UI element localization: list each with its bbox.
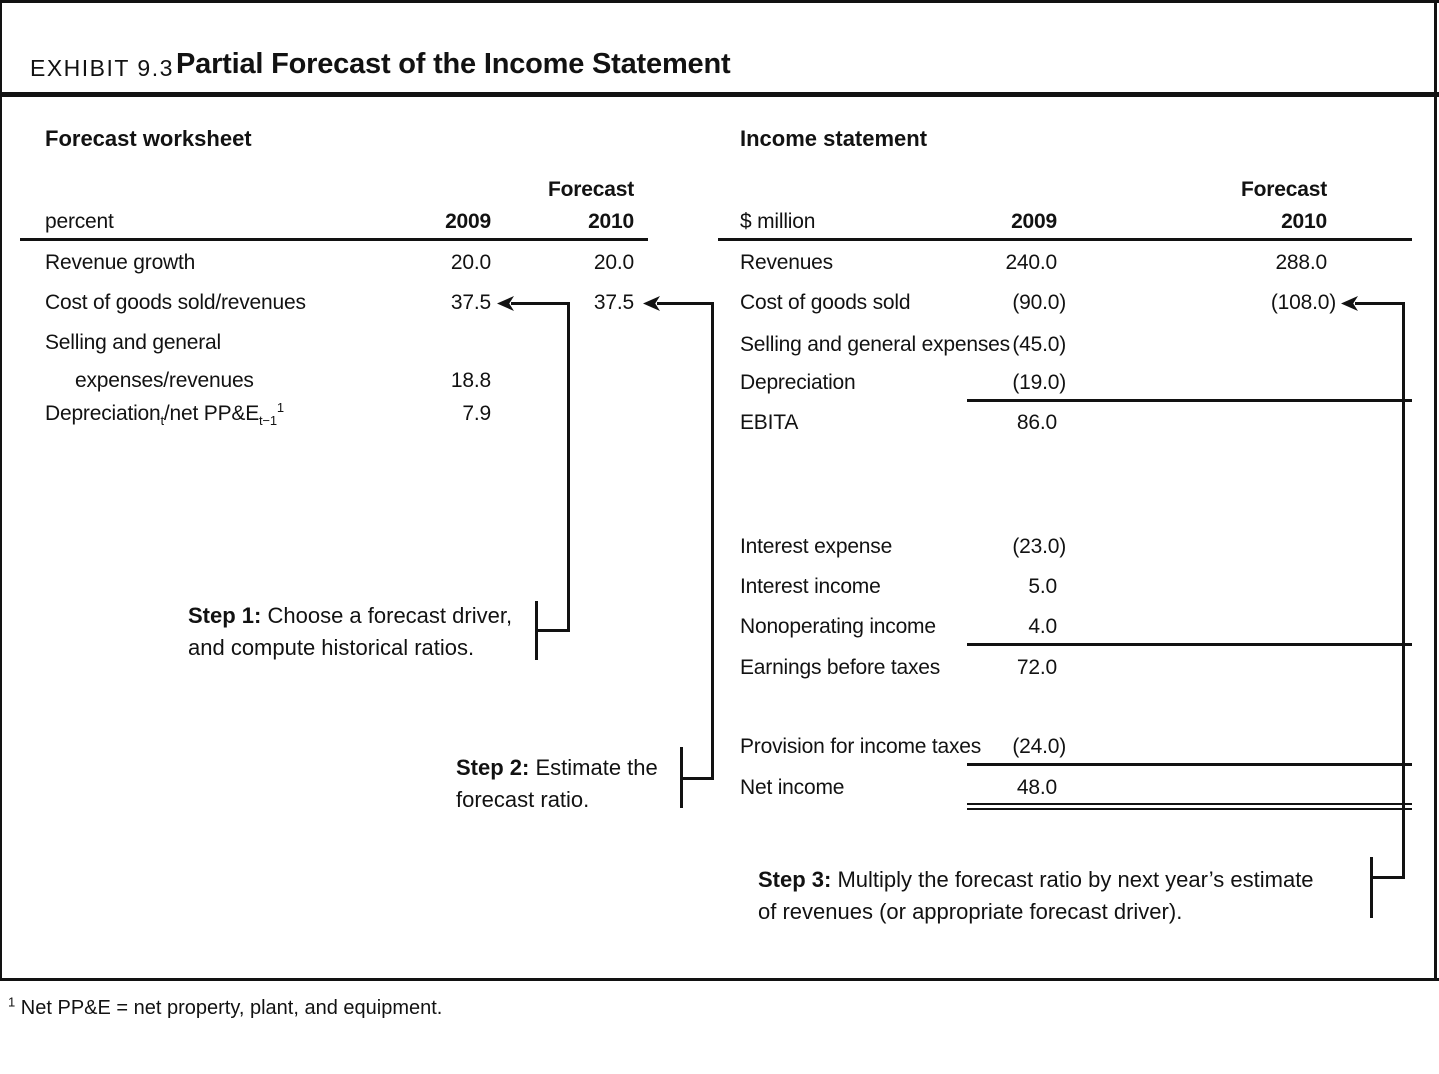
- ebita-subtotal-rule: [967, 399, 1412, 402]
- step1-connector-tick: [537, 629, 569, 632]
- income-cell-2009: (23.0): [1012, 535, 1066, 558]
- income-cell-2009: (90.0): [1012, 291, 1066, 314]
- worksheet-cell-2009: 7.9: [462, 402, 491, 425]
- step3-arrow-tail-line: [1355, 302, 1405, 305]
- step1-annotation: Step 1: Choose a forecast driver, and co…: [188, 600, 512, 664]
- income-cell-2009: 72.0: [1016, 656, 1057, 679]
- income-cell-2009: 4.0: [1028, 615, 1057, 638]
- net-income-double-rule-bottom: [967, 808, 1412, 810]
- income-row-label: Provision for income taxes: [740, 735, 982, 758]
- worksheet-col-forecast: Forecast: [548, 178, 634, 201]
- income-cell-2009: 240.0: [1005, 251, 1057, 274]
- income-col-forecast: Forecast: [1241, 178, 1327, 201]
- net-income-double-rule-top: [967, 803, 1412, 805]
- exhibit-number-label: EXHIBIT 9.3: [30, 55, 174, 81]
- income-row-label: Nonoperating income: [740, 615, 936, 638]
- worksheet-heading: Forecast worksheet: [45, 126, 252, 151]
- income-row-label: EBITA: [740, 411, 799, 434]
- step2-annotation: Step 2: Estimate the forecast ratio.: [456, 752, 658, 816]
- worksheet-cell-2010: 20.0: [593, 251, 634, 274]
- worksheet-row-label: Selling and general: [45, 331, 222, 354]
- income-row-label: Net income: [740, 776, 845, 799]
- worksheet-col-2009: 2009: [445, 210, 491, 233]
- step3-annotation: Step 3: Multiply the forecast ratio by n…: [758, 864, 1314, 928]
- step3-connector-tick: [1372, 876, 1404, 879]
- step3-connector-vertical: [1402, 302, 1405, 879]
- income-row-label: Interest income: [740, 575, 881, 598]
- step1-connector-vertical: [567, 302, 570, 632]
- top-border-line: [0, 0, 1439, 3]
- worksheet-cell-2009: 37.5: [450, 291, 491, 314]
- step1-line1: Step 1: Choose a forecast driver,: [188, 603, 513, 628]
- worksheet-row-label: Cost of goods sold/revenues: [45, 291, 306, 314]
- step2-line1: Step 2: Estimate the: [456, 755, 658, 780]
- income-row-label: Interest expense: [740, 535, 893, 558]
- step3-line2: of revenues (or appropriate forecast dri…: [758, 899, 1183, 924]
- bottom-rule: [0, 978, 1439, 981]
- step2-connector-tick: [682, 777, 713, 780]
- worksheet-row-label: expenses/revenues: [75, 369, 254, 392]
- step1-line2: and compute historical ratios.: [188, 635, 475, 660]
- income-row-label: Selling and general expenses: [740, 333, 1010, 356]
- step1-arrow-tail-line: [511, 302, 570, 305]
- title-rule: [0, 92, 1439, 97]
- income-col-unit: $ million: [740, 210, 816, 233]
- income-row-label: Revenues: [740, 251, 833, 274]
- step3-line1: Step 3: Multiply the forecast ratio by n…: [758, 867, 1314, 892]
- worksheet-col-2010: 2010: [588, 210, 634, 233]
- step3-bracket-bar: [1370, 857, 1373, 918]
- page-title: Partial Forecast of the Income Statement: [176, 48, 731, 80]
- income-cell-2009: (45.0): [1012, 333, 1066, 356]
- worksheet-row-label: Depreciationt/net PP&Et−11: [45, 400, 284, 429]
- income-col-2009: 2009: [1011, 210, 1057, 233]
- income-cell-2009: (19.0): [1012, 371, 1066, 394]
- income-cell-2009: 86.0: [1016, 411, 1057, 434]
- worksheet-cell-2010: 37.5: [593, 291, 634, 314]
- worksheet-col-unit: percent: [45, 210, 114, 233]
- worksheet-cell-2009: 18.8: [450, 369, 491, 392]
- ebt-subtotal-rule: [967, 643, 1412, 646]
- footnote-text: Net PP&E = net property, plant, and equi…: [20, 997, 443, 1019]
- worksheet-row-label: Revenue growth: [45, 251, 196, 274]
- income-cell-2010: 288.0: [1275, 251, 1327, 274]
- income-heading: Income statement: [740, 126, 928, 151]
- income-header-rule: [718, 238, 1412, 241]
- income-row-label: Earnings before taxes: [740, 656, 941, 679]
- right-border-line: [1434, 0, 1437, 981]
- step2-line2: forecast ratio.: [456, 787, 590, 812]
- step2-arrow-tail-line: [657, 302, 714, 305]
- worksheet-header-rule: [20, 238, 648, 241]
- footnote-marker: 1: [8, 994, 16, 1010]
- income-col-2010: 2010: [1281, 210, 1327, 233]
- step1-bracket-bar: [535, 601, 538, 660]
- income-cell-2009: 48.0: [1016, 776, 1057, 799]
- income-row-label: Cost of goods sold: [740, 291, 911, 314]
- income-cell-2009: 5.0: [1028, 575, 1057, 598]
- net-income-rule: [967, 763, 1412, 766]
- left-border-line: [0, 0, 2, 981]
- income-row-label: Depreciation: [740, 371, 856, 394]
- step2-connector-vertical: [711, 302, 714, 780]
- income-cell-2010: (108.0): [1270, 291, 1336, 314]
- step2-bracket-bar: [680, 747, 683, 808]
- worksheet-cell-2009: 20.0: [450, 251, 491, 274]
- footnote: 1 Net PP&E = net property, plant, and eq…: [8, 994, 443, 1020]
- income-cell-2009: (24.0): [1012, 735, 1066, 758]
